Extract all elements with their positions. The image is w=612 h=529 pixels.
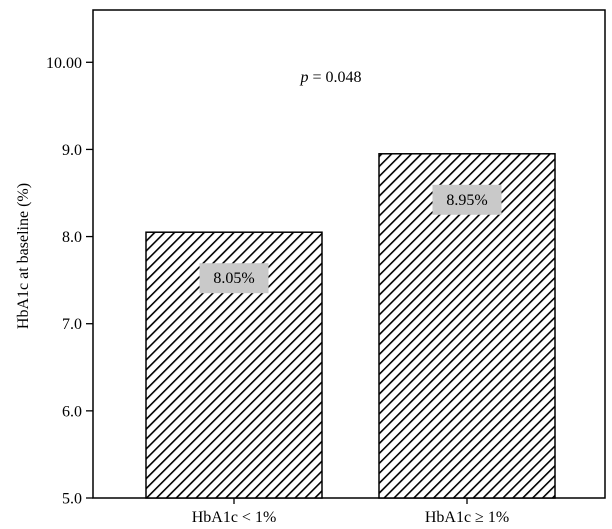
- bar-value-label: 8.95%: [446, 192, 487, 209]
- y-tick-label: 6.0: [62, 403, 82, 420]
- bar-value-label-box: [199, 263, 269, 294]
- x-axis: HbA1c < 1% HbA1c ≥ 1%: [192, 498, 509, 526]
- y-axis-title: HbA1c at baseline (%): [15, 183, 32, 329]
- y-tick-label: 5.0: [62, 491, 82, 508]
- y-tick-label: 7.0: [62, 316, 82, 333]
- plot-frame: [92, 9, 606, 499]
- p-value-annotation: p = 0.048: [299, 69, 361, 86]
- y-tick-label: 8.0: [62, 229, 82, 246]
- y-axis: 5.0 6.0 7.0 8.0 9.0 10.00: [46, 55, 93, 508]
- y-tick-label: 9.0: [62, 142, 82, 159]
- bar-value-label: 8.05%: [213, 270, 254, 287]
- y-tick-label: 10.00: [46, 55, 82, 72]
- bar-value-label-box: [432, 184, 502, 215]
- x-tick-label: HbA1c ≥ 1%: [425, 509, 509, 526]
- x-tick-label: HbA1c < 1%: [192, 509, 277, 526]
- bars-group: 8.05% 8.95%: [145, 153, 556, 499]
